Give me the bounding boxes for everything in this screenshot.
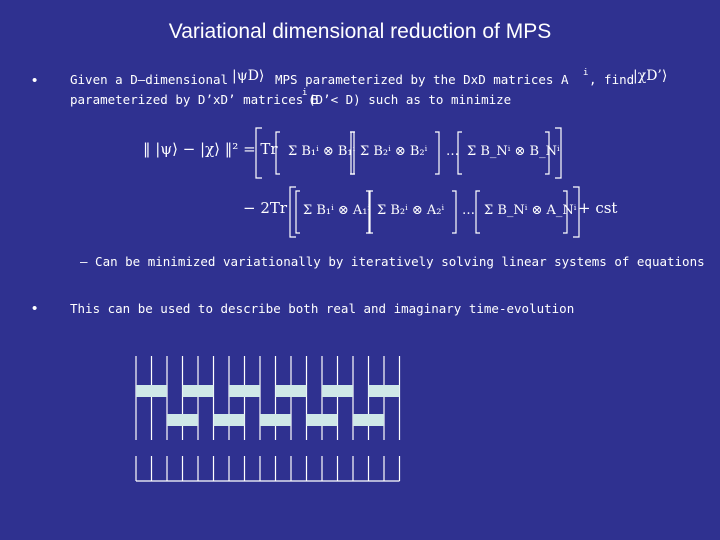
eq-dots-2: … xyxy=(462,203,475,218)
bullet1-line2: parameterized by D’xD’ matrices B xyxy=(70,92,319,107)
gate-top xyxy=(322,385,353,397)
eq-term-2-1: Σ B₁ⁱ ⊗ A₁ⁱ xyxy=(303,203,371,218)
equation-line2-lhs: − 2Tr xyxy=(243,199,288,217)
eq-term-1-1: Σ B₁ⁱ ⊗ B₁ⁱ xyxy=(288,144,356,159)
equation-line1-lhs: ‖ |ψ⟩ − |χ⟩ ‖² = Tr xyxy=(143,140,278,158)
eq-term-2-2: Σ B₂ⁱ ⊗ A₂ⁱ xyxy=(377,203,445,218)
eq-dots-1: … xyxy=(446,144,459,159)
bullet2-text: This can be used to describe both real a… xyxy=(70,301,575,316)
eq-term-2-3: Σ B_Nⁱ ⊗ A_Nⁱ xyxy=(484,203,577,218)
eq-cst: + cst xyxy=(578,199,618,217)
gate-middle xyxy=(213,414,245,426)
gate-top xyxy=(275,385,307,397)
sup-i-b: i xyxy=(302,88,308,98)
bullet-dot: • xyxy=(32,72,38,89)
bullet1-text-a: Given a D–dimensional xyxy=(70,72,229,87)
gate-top xyxy=(182,385,214,397)
bullet1-line2-b: (D’< D) such as to minimize xyxy=(308,92,512,107)
eq-term-1-3: Σ B_Nⁱ ⊗ B_Nⁱ xyxy=(467,144,560,159)
slide-title: Variational dimensional reduction of MPS xyxy=(168,20,552,43)
bullet1-text-c: , find xyxy=(589,72,635,87)
gate-top xyxy=(368,385,400,397)
gate-middle xyxy=(353,414,384,426)
gate-top xyxy=(229,385,260,397)
ket-psi: |ψD⟩ xyxy=(232,68,265,84)
gate-middle xyxy=(167,414,198,426)
bullet1-text-b: MPS parameterized by the DxD matrices A xyxy=(275,72,569,87)
bullet-dot-2: • xyxy=(32,300,38,317)
eq-term-1-2: Σ B₂ⁱ ⊗ B₂ⁱ xyxy=(360,144,428,159)
sub-bullet-text: – Can be minimized variationally by iter… xyxy=(80,254,705,269)
ket-chi: |χD’⟩ xyxy=(633,68,668,84)
sup-i-a: i xyxy=(583,68,589,78)
gate-middle xyxy=(306,414,338,426)
gate-middle xyxy=(260,414,291,426)
gate-top xyxy=(136,385,167,397)
